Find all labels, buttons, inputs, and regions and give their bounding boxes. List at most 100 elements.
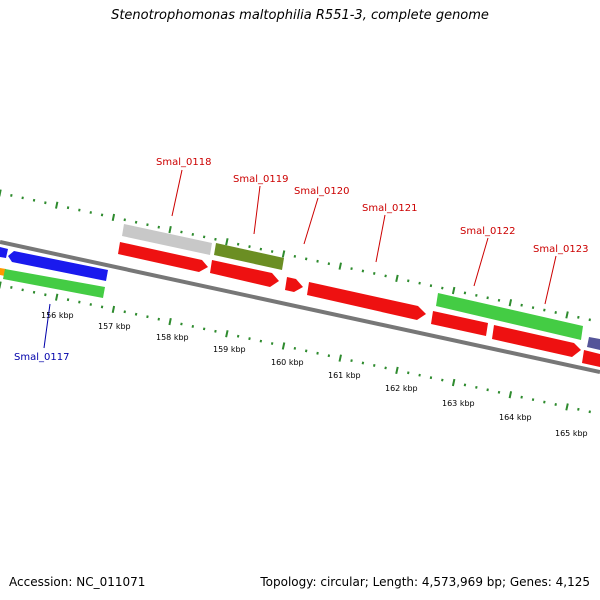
feature-smal-0117	[3, 269, 105, 298]
label-smal-0122: Smal_0122	[460, 226, 515, 237]
minor-tick	[361, 361, 365, 365]
minor-tick	[270, 342, 274, 345]
minor-tick	[123, 218, 126, 222]
major-tick	[338, 262, 342, 270]
minor-tick	[293, 254, 297, 258]
scale-label: 161 kbp	[328, 371, 361, 380]
major-tick	[111, 213, 116, 222]
major-tick	[0, 281, 2, 289]
minor-tick	[373, 364, 376, 367]
minor-tick	[89, 211, 92, 214]
scale-label: 158 kbp	[156, 333, 189, 342]
minor-tick	[202, 235, 206, 239]
minor-tick	[157, 317, 160, 321]
minor-tick	[441, 378, 444, 382]
minor-tick	[554, 311, 557, 314]
major-tick	[55, 201, 59, 209]
minor-tick	[543, 308, 546, 312]
minor-tick	[191, 324, 195, 328]
minor-tick	[543, 400, 546, 404]
minor-tick	[89, 303, 92, 306]
minor-tick	[361, 269, 365, 273]
minor-tick	[531, 398, 535, 402]
gene-leader-lines	[43, 169, 557, 349]
scale-label: 159 kbp	[213, 345, 246, 354]
minor-tick	[248, 337, 251, 341]
major-tick	[395, 274, 399, 283]
minor-tick	[66, 298, 70, 302]
minor-tick	[588, 318, 591, 322]
label-smal-0119: Smal_0119	[233, 174, 288, 185]
leader-smal-0122	[473, 237, 489, 287]
gene-labels: Smal_0117 Smal_0118 Smal_0119 Smal_0120 …	[14, 157, 588, 363]
minor-tick	[123, 310, 126, 314]
minor-tick	[21, 288, 24, 292]
genome-summary-text: Topology: circular; Length: 4,573,969 bp…	[260, 575, 590, 589]
minor-tick	[497, 298, 501, 302]
minor-tick	[236, 334, 240, 338]
minor-tick	[214, 237, 217, 241]
minor-tick	[384, 274, 387, 278]
leader-smal-0119	[253, 185, 261, 235]
minor-tick	[577, 407, 580, 411]
minor-tick	[44, 201, 47, 205]
minor-tick	[463, 291, 467, 295]
map-title: Stenotrophomonas maltophilia R551-3, com…	[111, 8, 489, 23]
minor-tick	[577, 315, 580, 319]
minor-tick	[146, 315, 149, 319]
major-tick	[55, 293, 59, 301]
minor-tick	[78, 300, 81, 304]
minor-tick	[327, 354, 331, 358]
feature-red-d	[492, 325, 581, 357]
major-tick	[281, 250, 286, 258]
minor-tick	[259, 339, 263, 343]
major-tick	[225, 330, 229, 338]
scale-label: 165 kbp	[555, 429, 588, 438]
scale-label: 164 kbp	[499, 413, 532, 422]
scale-label: 156 kbp	[41, 311, 74, 320]
major-tick	[565, 403, 569, 411]
feature-smal-0122	[436, 293, 583, 340]
minor-tick	[531, 306, 535, 310]
minor-tick	[588, 410, 591, 414]
inner-tick-track	[0, 281, 591, 414]
minor-tick	[486, 388, 489, 392]
scale-labels: 156 kbp 157 kbp 158 kbp 159 kbp 160 kbp …	[41, 311, 588, 438]
feature-red-c	[431, 311, 488, 336]
minor-tick	[146, 223, 149, 227]
major-tick	[225, 238, 229, 246]
minor-tick	[32, 198, 36, 202]
minor-tick	[157, 225, 160, 229]
minor-tick	[407, 279, 410, 283]
minor-tick	[293, 346, 297, 350]
leader-smal-0117	[43, 303, 51, 349]
minor-tick	[350, 267, 353, 271]
feature-blue-partial	[0, 247, 8, 258]
feature-blue	[8, 251, 108, 281]
minor-tick	[418, 373, 421, 377]
minor-tick	[180, 230, 183, 234]
leader-smal-0120	[303, 197, 319, 245]
minor-tick	[134, 312, 138, 316]
minor-tick	[10, 286, 13, 289]
minor-tick	[316, 351, 319, 355]
minor-tick	[100, 213, 104, 217]
minor-tick	[486, 296, 489, 300]
minor-tick	[520, 395, 523, 399]
outer-tick-track	[0, 189, 591, 322]
feature-red-a	[118, 242, 208, 272]
minor-tick	[554, 403, 557, 406]
major-tick	[395, 366, 399, 375]
minor-tick	[350, 359, 353, 363]
feature-track	[0, 224, 600, 367]
minor-tick	[10, 194, 13, 197]
scale-label: 157 kbp	[98, 322, 131, 331]
genome-backbone	[0, 240, 600, 374]
minor-tick	[441, 286, 444, 290]
major-tick	[111, 305, 116, 314]
label-smal-0118: Smal_0118	[156, 157, 211, 168]
minor-tick	[418, 281, 421, 285]
label-smal-0120: Smal_0120	[294, 186, 349, 197]
minor-tick	[384, 366, 387, 370]
